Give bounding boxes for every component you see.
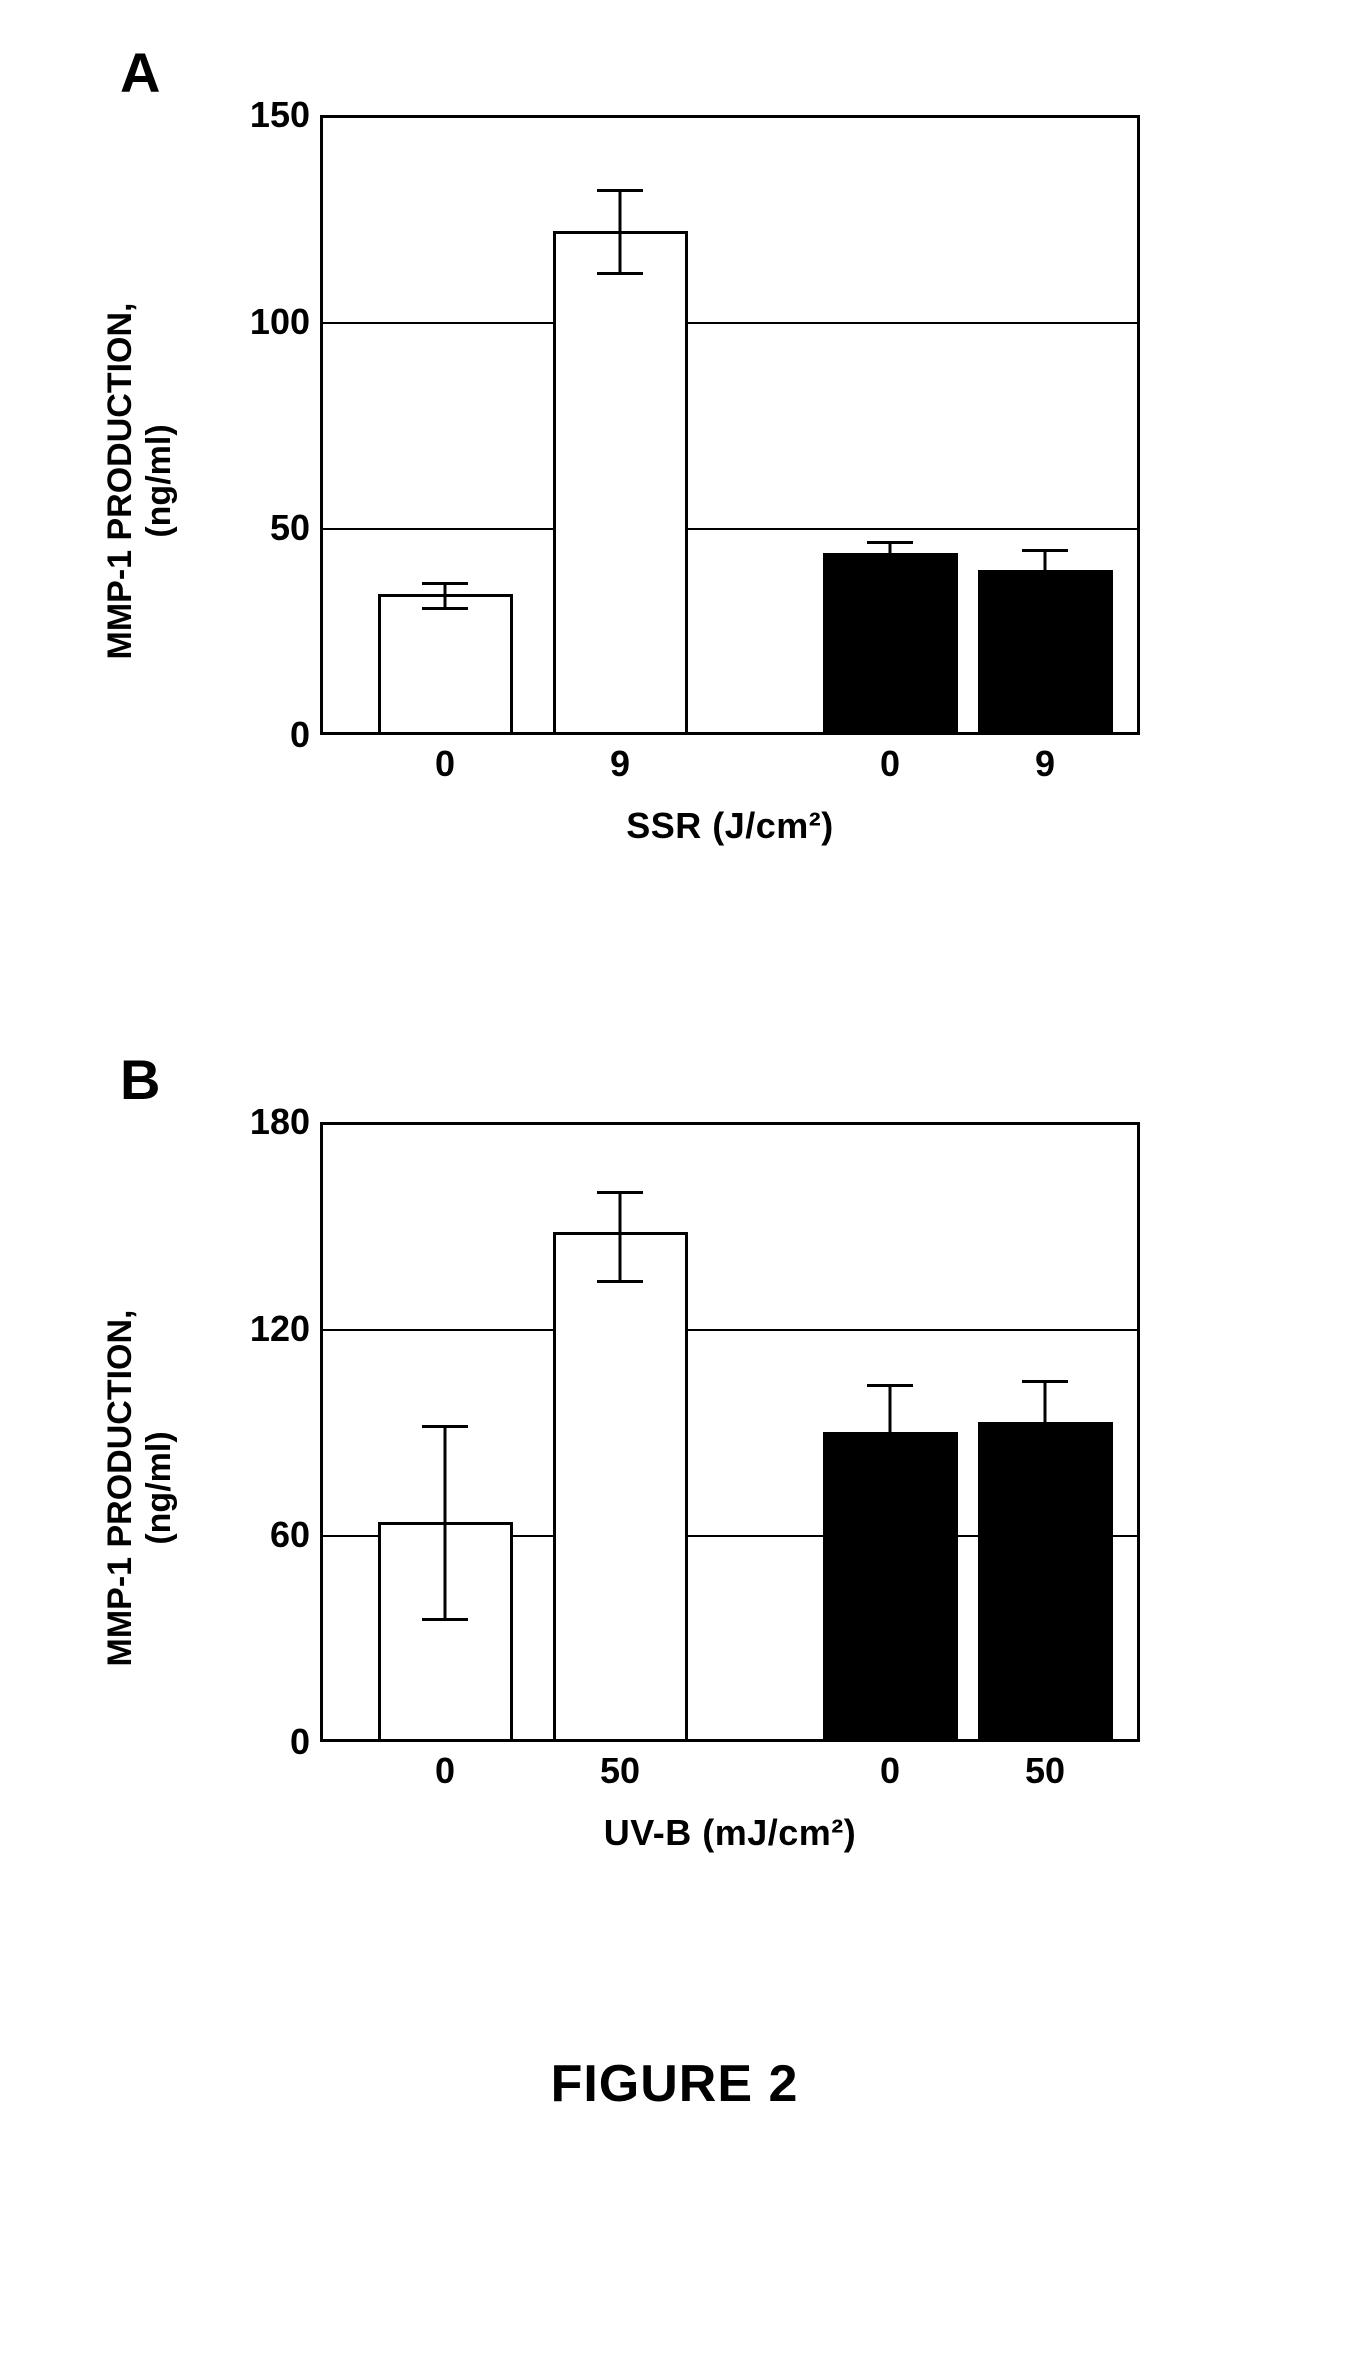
- bar: [823, 553, 958, 735]
- error-cap: [422, 607, 468, 610]
- gridline: [323, 1329, 1137, 1331]
- bar: [823, 1432, 958, 1742]
- error-cap: [597, 272, 643, 275]
- plot-wrap-a: MMP-1 PRODUCTION, (ng/ml) 0501001500909 …: [320, 115, 1140, 847]
- error-bar: [619, 189, 622, 272]
- error-cap: [867, 541, 913, 544]
- bar: [378, 594, 513, 735]
- xlabel-a: SSR (J/cm²): [320, 805, 1140, 847]
- ytick-label: 0: [190, 714, 310, 756]
- error-cap: [867, 1384, 913, 1387]
- error-cap: [422, 582, 468, 585]
- xlabel-b: UV-B (mJ/cm²): [320, 1812, 1140, 1854]
- ylabel-a: MMP-1 PRODUCTION, (ng/ml): [101, 171, 179, 791]
- xtick-label: 0: [880, 1750, 900, 1792]
- panel-b: B MMP-1 PRODUCTION, (ng/ml) 060120180050…: [80, 1047, 1269, 1854]
- ylabel-b: MMP-1 PRODUCTION, (ng/ml): [101, 1178, 179, 1798]
- ytick-label: 0: [190, 1721, 310, 1763]
- error-bar: [889, 1384, 892, 1432]
- bar: [553, 231, 688, 735]
- bar: [978, 570, 1113, 735]
- figure-page: A MMP-1 PRODUCTION, (ng/ml) 050100150090…: [0, 0, 1349, 2353]
- error-cap: [597, 1191, 643, 1194]
- bar: [978, 1422, 1113, 1742]
- error-cap: [422, 1618, 468, 1621]
- panel-a: A MMP-1 PRODUCTION, (ng/ml) 050100150090…: [80, 40, 1269, 847]
- xtick-label: 9: [1035, 743, 1055, 785]
- error-cap: [597, 189, 643, 192]
- ylabel-b-line1: MMP-1 PRODUCTION,: [101, 1310, 139, 1667]
- ytick-label: 100: [190, 301, 310, 343]
- ylabel-a-line1: MMP-1 PRODUCTION,: [101, 303, 139, 660]
- xtick-label: 0: [435, 1750, 455, 1792]
- ylabel-a-line2: (ng/ml): [140, 424, 178, 537]
- error-bar: [444, 1425, 447, 1618]
- error-cap: [597, 1280, 643, 1283]
- error-cap: [1022, 1380, 1068, 1383]
- xtick-label: 50: [600, 1750, 640, 1792]
- ytick-label: 180: [190, 1101, 310, 1143]
- plot-a: 0501001500909: [320, 115, 1140, 735]
- xtick-label: 0: [880, 743, 900, 785]
- error-bar: [1044, 549, 1047, 570]
- bar: [553, 1232, 688, 1742]
- error-cap: [422, 1425, 468, 1428]
- ytick-label: 60: [190, 1514, 310, 1556]
- ytick-label: 150: [190, 94, 310, 136]
- gridline: [323, 322, 1137, 324]
- gridline: [323, 528, 1137, 530]
- xtick-label: 9: [610, 743, 630, 785]
- xtick-label: 50: [1025, 1750, 1065, 1792]
- figure-caption: FIGURE 2: [80, 2054, 1269, 2114]
- plot-b: 060120180050050: [320, 1122, 1140, 1742]
- error-bar: [444, 582, 447, 607]
- xtick-label: 0: [435, 743, 455, 785]
- ytick-label: 50: [190, 507, 310, 549]
- ytick-label: 120: [190, 1308, 310, 1350]
- error-cap: [1022, 549, 1068, 552]
- error-bar: [619, 1191, 622, 1281]
- plot-wrap-b: MMP-1 PRODUCTION, (ng/ml) 06012018005005…: [320, 1122, 1140, 1854]
- error-bar: [1044, 1380, 1047, 1421]
- ylabel-b-line2: (ng/ml): [140, 1431, 178, 1544]
